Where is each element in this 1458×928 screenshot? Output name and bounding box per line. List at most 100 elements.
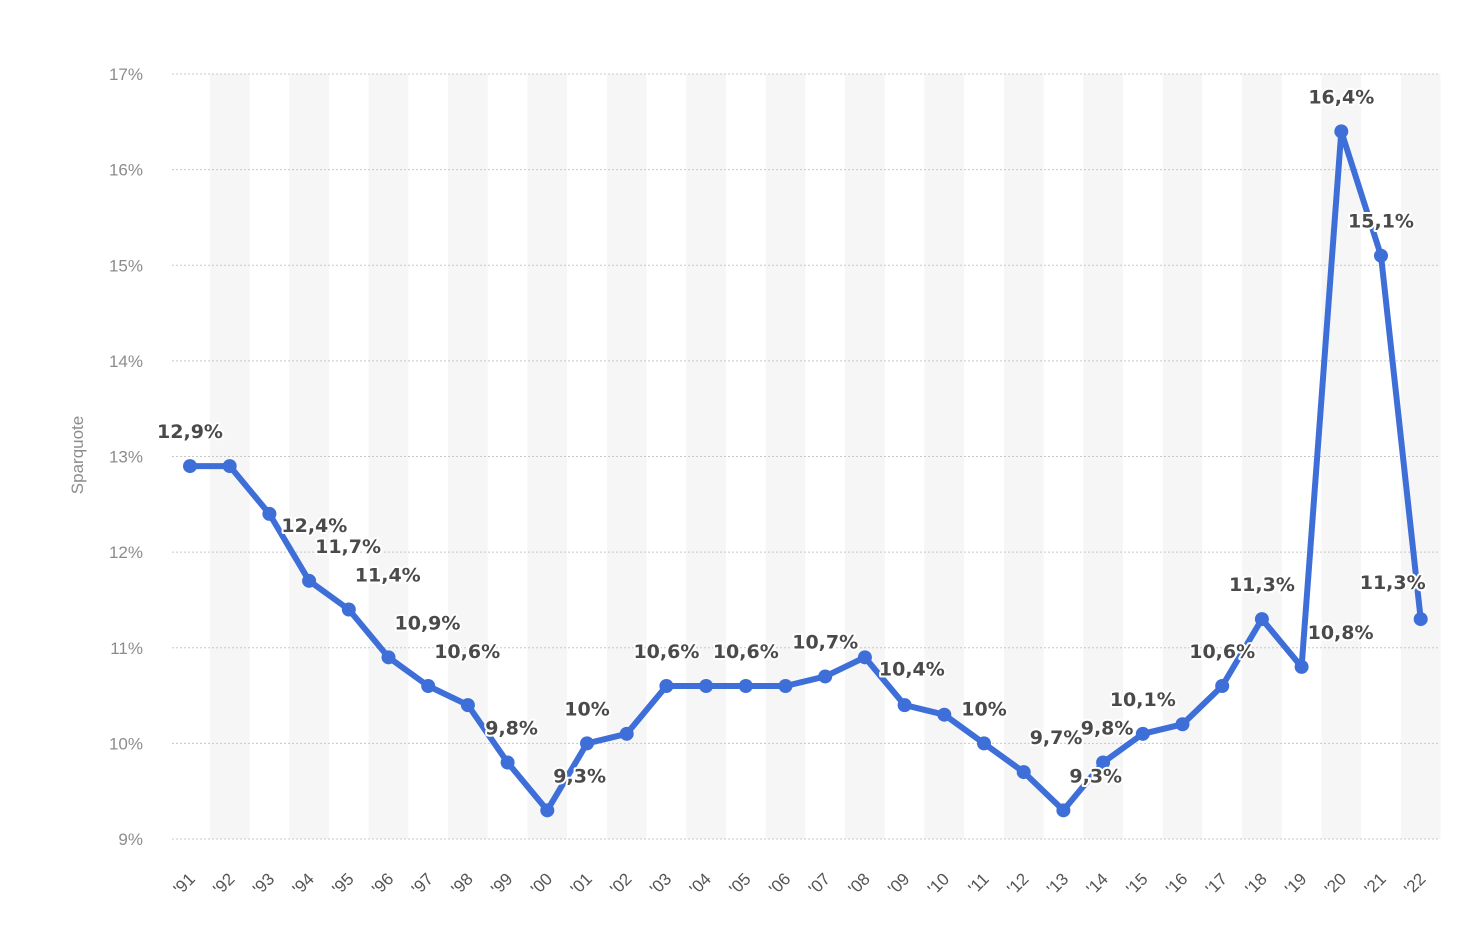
data-label: 10,4% xyxy=(879,658,945,680)
data-point xyxy=(1096,755,1111,770)
y-axis-label: Sparquote xyxy=(68,416,87,494)
data-point xyxy=(619,726,634,741)
series-line xyxy=(187,128,1424,814)
data-point xyxy=(738,679,753,693)
data-label: 10,6% xyxy=(633,641,699,663)
x-tick-label: '01 xyxy=(567,869,596,898)
y-axis-ticks: 9% 10% 11% 12% 13% 14% 15% 16% 17% xyxy=(109,65,143,849)
data-label: 10% xyxy=(961,698,1006,720)
data-point xyxy=(699,679,714,693)
x-tick-label: '17 xyxy=(1202,869,1231,898)
gridlines xyxy=(172,73,1438,840)
data-point xyxy=(500,755,515,770)
x-tick-label: '91 xyxy=(170,869,199,898)
x-tick-label: '11 xyxy=(965,869,993,897)
y-tick-label: 13% xyxy=(109,448,143,467)
x-tick-label: '08 xyxy=(845,869,874,898)
x-tick-label: '97 xyxy=(408,869,437,898)
y-tick-label: 11% xyxy=(110,639,143,658)
x-tick-label: '22 xyxy=(1400,869,1429,898)
y-tick-label: 9% xyxy=(118,830,143,849)
data-label: 10,6% xyxy=(434,641,500,663)
x-axis-ticks: '91 '92 '93 '94 '95 '96 '97 '98 '99 '00 '01 '02 '03 '… xyxy=(170,869,1430,898)
data-label: 10% xyxy=(564,698,609,720)
data-point xyxy=(818,669,833,684)
series-line-group xyxy=(187,128,1424,814)
x-tick-label: '93 xyxy=(249,869,278,898)
data-label: 9,8% xyxy=(485,718,538,740)
x-tick-label: '04 xyxy=(686,869,715,898)
data-label: 10,6% xyxy=(1189,641,1255,663)
x-tick-label: '16 xyxy=(1162,869,1191,898)
data-point xyxy=(1056,803,1071,818)
x-tick-label: '09 xyxy=(884,869,913,898)
data-point xyxy=(580,736,594,751)
data-label: 9,7% xyxy=(1030,727,1083,749)
x-tick-label: '18 xyxy=(1242,869,1271,898)
data-point xyxy=(183,459,197,474)
x-tick-label: '98 xyxy=(448,869,477,898)
data-label: 10,8% xyxy=(1308,622,1374,644)
y-tick-label: 12% xyxy=(109,543,143,562)
data-label: 12,9% xyxy=(157,421,223,443)
data-point xyxy=(937,707,952,722)
data-label: 16,4% xyxy=(1308,86,1374,108)
x-tick-label: '99 xyxy=(487,869,516,898)
data-point xyxy=(381,650,396,665)
data-point xyxy=(977,736,991,751)
x-tick-label: '15 xyxy=(1123,869,1152,898)
x-tick-label: '14 xyxy=(1083,869,1112,898)
x-tick-label: '02 xyxy=(606,869,635,898)
x-tick-label: '96 xyxy=(368,869,397,898)
data-point xyxy=(302,573,317,588)
data-point xyxy=(659,679,674,693)
data-point xyxy=(540,803,555,818)
data-label: 11,3% xyxy=(1229,574,1295,596)
data-label: 9,3% xyxy=(553,765,606,787)
data-label: 11,3% xyxy=(1360,572,1426,594)
x-tick-label: '03 xyxy=(646,869,675,898)
data-point xyxy=(1413,612,1428,627)
data-label: 9,8% xyxy=(1081,718,1134,740)
data-points xyxy=(183,124,1428,818)
data-label: 11,7% xyxy=(315,536,381,558)
x-tick-label: '10 xyxy=(924,869,953,898)
data-point xyxy=(341,602,356,617)
data-label: 9,3% xyxy=(1069,765,1122,787)
data-point xyxy=(1215,679,1230,693)
x-tick-label: '07 xyxy=(805,869,834,898)
y-tick-label: 14% xyxy=(109,352,143,371)
x-tick-label: '95 xyxy=(329,869,358,898)
x-tick-label: '00 xyxy=(527,869,556,898)
y-tick-label: 10% xyxy=(109,734,143,753)
data-point xyxy=(1175,717,1190,732)
data-point xyxy=(460,698,475,713)
data-label: 10,1% xyxy=(1110,689,1176,711)
data-point xyxy=(262,506,277,521)
data-point xyxy=(1135,726,1150,741)
x-tick-label: '20 xyxy=(1321,869,1350,898)
x-tick-label: '05 xyxy=(726,869,755,898)
y-tick-label: 16% xyxy=(109,161,143,180)
data-label: 12,4% xyxy=(281,515,347,537)
y-tick-label: 15% xyxy=(109,256,143,275)
data-point xyxy=(1374,248,1388,263)
x-tick-label: '12 xyxy=(1003,869,1032,898)
data-point xyxy=(1334,124,1349,139)
y-tick-label: 17% xyxy=(109,65,143,84)
data-label: 10,7% xyxy=(792,631,858,653)
x-tick-label: '13 xyxy=(1043,869,1072,898)
x-tick-label: '92 xyxy=(209,869,238,898)
data-label: 10,9% xyxy=(395,612,461,634)
data-label: 11,4% xyxy=(355,565,421,587)
data-point xyxy=(222,459,237,474)
data-label: 15,1% xyxy=(1348,211,1414,233)
data-labels: 12,9% 12,4%11,7% 11,4% 10,9% 10,6% 9,8% 9,3% 10… xyxy=(155,84,1428,789)
data-point xyxy=(778,679,793,693)
x-tick-label: '94 xyxy=(289,869,318,898)
data-point xyxy=(1254,612,1269,627)
data-point xyxy=(1016,765,1031,780)
data-point xyxy=(1294,659,1309,674)
x-tick-label: '19 xyxy=(1281,869,1310,898)
